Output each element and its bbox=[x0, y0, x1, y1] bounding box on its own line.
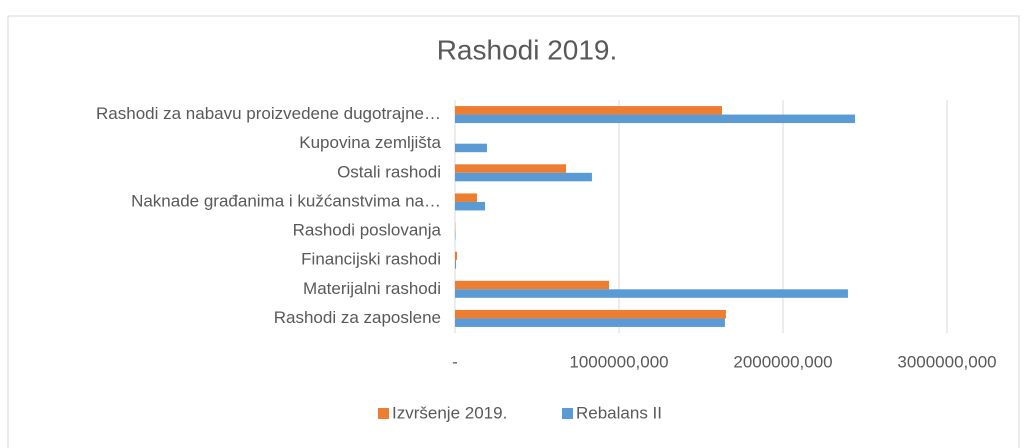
bar bbox=[455, 251, 457, 261]
bar bbox=[455, 318, 725, 327]
legend-label: Izvršenje 2019. bbox=[392, 403, 507, 422]
legend-label: Rebalans II bbox=[576, 403, 662, 422]
bar bbox=[455, 172, 592, 182]
chart-frame bbox=[7, 15, 1020, 448]
bar bbox=[455, 309, 726, 319]
bar bbox=[455, 164, 567, 173]
y-tick-label: Kupovina zemljišta bbox=[299, 133, 441, 152]
bar bbox=[455, 114, 855, 124]
y-tick-label: Ostali rashodi bbox=[337, 162, 441, 181]
legend-swatch bbox=[378, 408, 389, 419]
y-tick-label: Rashodi poslovanja bbox=[293, 221, 442, 240]
y-tick-label: Rashodi za zaposlene bbox=[274, 308, 441, 327]
x-tick-label: - bbox=[452, 352, 458, 371]
bar bbox=[455, 260, 456, 269]
y-tick-label: Naknade građanima i kužćanstvima na… bbox=[131, 191, 441, 210]
x-tick-label: 1000000,000 bbox=[569, 352, 668, 371]
x-tick-label: 2000000,000 bbox=[733, 352, 832, 371]
legend-swatch bbox=[562, 408, 573, 419]
bar bbox=[455, 106, 722, 115]
x-tick-label: 3000000,000 bbox=[897, 352, 996, 371]
bar bbox=[455, 143, 487, 153]
y-tick-label: Materijalni rashodi bbox=[303, 279, 441, 298]
bar bbox=[455, 289, 848, 298]
bar bbox=[455, 201, 486, 211]
y-tick-label: Rashodi za nabavu proizvedene dugotrajne… bbox=[96, 104, 441, 123]
chart-title: Rashodi 2019. bbox=[437, 34, 618, 65]
bar bbox=[455, 280, 609, 290]
bar bbox=[455, 193, 477, 202]
y-tick-label: Financijski rashodi bbox=[301, 250, 441, 269]
